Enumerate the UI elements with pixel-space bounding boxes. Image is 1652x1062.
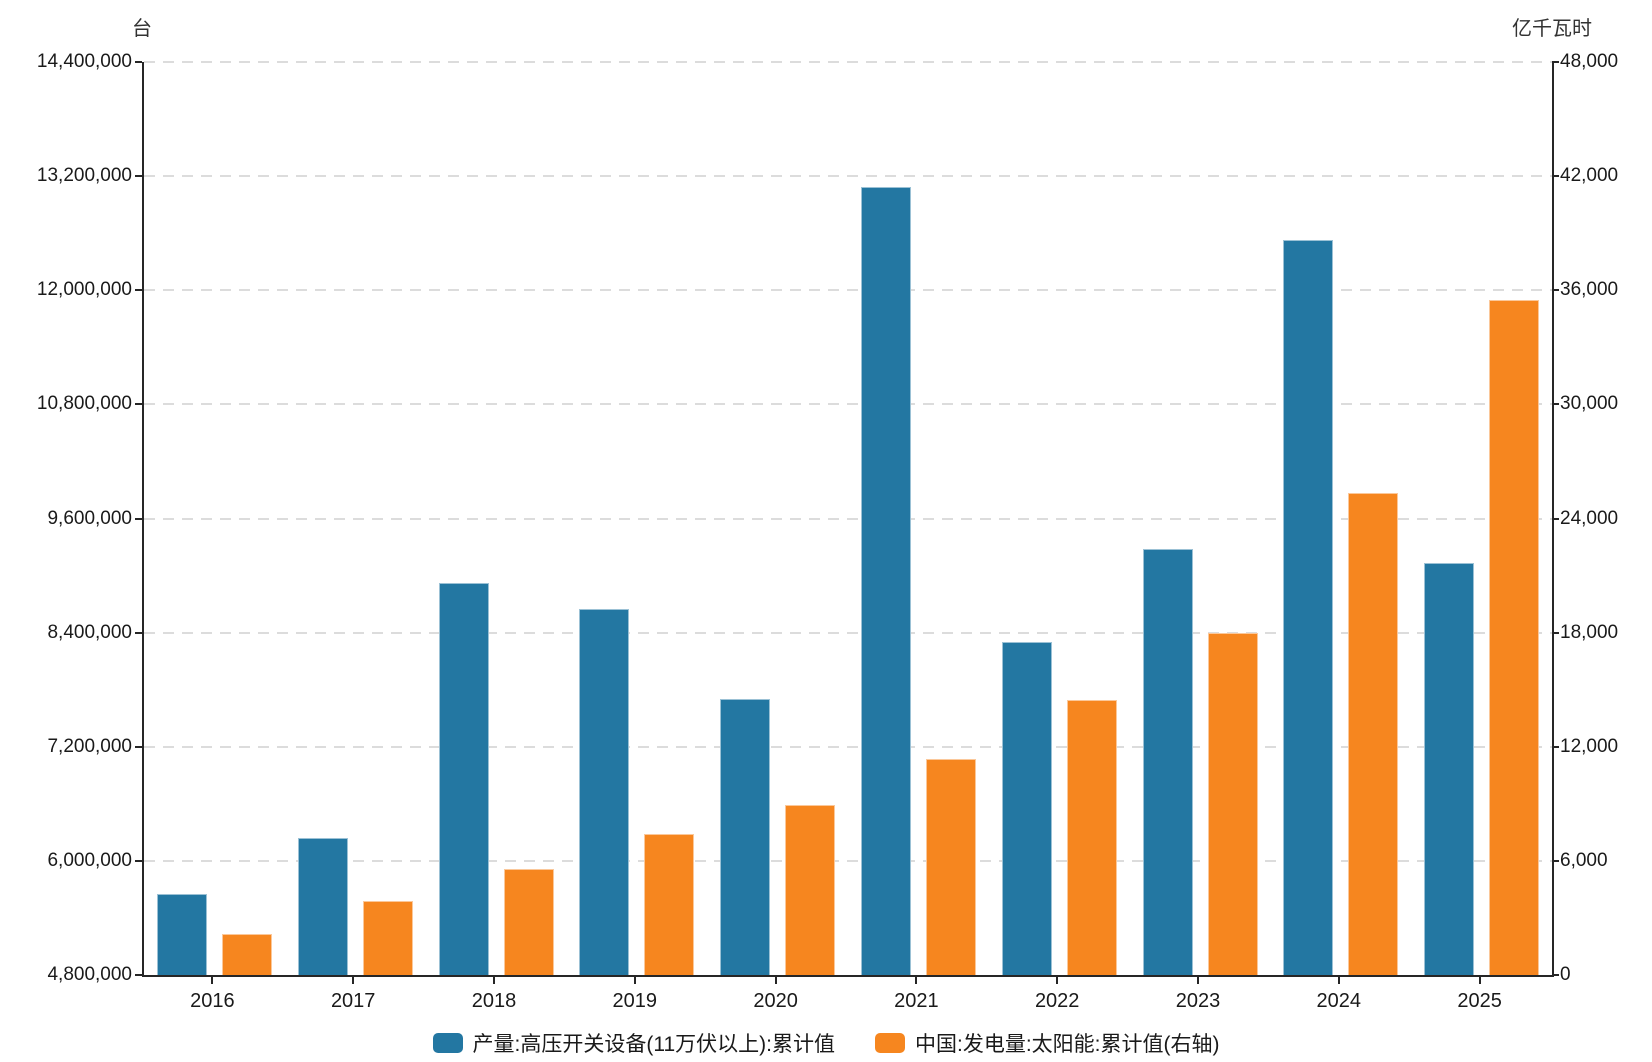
y-axis-label-right: 12,000 bbox=[1560, 735, 1619, 757]
x-axis-label: 2025 bbox=[1457, 990, 1502, 1012]
y-axis-tick-right bbox=[1552, 403, 1559, 406]
y-axis-tick-left bbox=[135, 61, 142, 63]
y-axis-tick-left bbox=[135, 974, 142, 976]
bar-left-2023[interactable] bbox=[1142, 549, 1193, 975]
y-axis-tick-left bbox=[135, 745, 142, 748]
y-axis-tick-left bbox=[135, 517, 142, 520]
bar-left-2025[interactable] bbox=[1424, 563, 1475, 975]
y-axis-tick-right bbox=[1552, 859, 1559, 862]
bar-left-2016[interactable] bbox=[156, 894, 207, 975]
y-axis-tick-right bbox=[1552, 745, 1559, 748]
x-axis-label: 2020 bbox=[753, 990, 798, 1012]
gridline bbox=[144, 859, 1552, 862]
y-axis-label-right: 6,000 bbox=[1560, 849, 1608, 871]
y-axis-tick-left bbox=[135, 289, 142, 292]
bar-left-2020[interactable] bbox=[720, 699, 771, 975]
y-axis-label-left: 7,200,000 bbox=[47, 735, 132, 757]
y-axis-tick-left bbox=[135, 631, 142, 634]
y-axis-tick-right bbox=[1552, 517, 1559, 520]
x-axis-tick bbox=[633, 975, 636, 984]
y-axis-label-right: 36,000 bbox=[1560, 279, 1619, 301]
gridline bbox=[144, 517, 1552, 520]
y-axis-label-right: 30,000 bbox=[1560, 393, 1619, 415]
bar-right-2024[interactable] bbox=[1348, 493, 1399, 975]
legend: 产量:高压开关设备(11万伏以上):累计值 中国:发电量:太阳能:累计值(右轴) bbox=[0, 1028, 1652, 1058]
bar-right-2017[interactable] bbox=[362, 901, 413, 975]
bar-left-2018[interactable] bbox=[438, 583, 489, 975]
right-axis-title: 亿千瓦时 bbox=[1512, 18, 1592, 40]
y-axis-label-left: 6,000,000 bbox=[47, 849, 132, 871]
y-axis-tick-right bbox=[1552, 631, 1559, 634]
gridline bbox=[144, 631, 1552, 634]
bar-left-2021[interactable] bbox=[860, 187, 911, 975]
y-axis-tick-left bbox=[135, 175, 142, 178]
legend-swatch bbox=[432, 1033, 463, 1053]
y-axis-label-right: 18,000 bbox=[1560, 621, 1619, 643]
x-axis-label: 2016 bbox=[190, 990, 235, 1012]
x-axis-label: 2023 bbox=[1175, 990, 1221, 1012]
y-axis-label-left: 10,800,000 bbox=[36, 393, 132, 415]
y-axis-label-right: 0 bbox=[1560, 964, 1571, 985]
bar-right-2025[interactable] bbox=[1489, 300, 1540, 975]
gridline bbox=[144, 61, 1552, 63]
y-axis-label-right: 48,000 bbox=[1560, 51, 1619, 72]
x-axis-tick bbox=[1056, 975, 1059, 984]
x-axis-tick bbox=[1478, 975, 1481, 984]
bar-left-2019[interactable] bbox=[579, 609, 630, 975]
legend-swatch bbox=[874, 1033, 905, 1053]
x-axis-label: 2022 bbox=[1034, 990, 1080, 1012]
bar-right-2018[interactable] bbox=[503, 869, 554, 975]
bar-right-2021[interactable] bbox=[925, 759, 976, 975]
bar-right-2020[interactable] bbox=[785, 805, 836, 975]
x-axis-tick bbox=[493, 975, 495, 984]
bar-right-2016[interactable] bbox=[221, 934, 272, 975]
y-axis-label-left: 14,400,000 bbox=[36, 51, 132, 72]
x-axis-tick bbox=[1337, 975, 1340, 984]
bar-left-2024[interactable] bbox=[1283, 240, 1334, 975]
bar-left-2017[interactable] bbox=[297, 838, 348, 975]
legend-label: 产量:高压开关设备(11万伏以上):累计值 bbox=[472, 1033, 835, 1056]
legend-item[interactable]: 中国:发电量:太阳能:累计值(右轴) bbox=[874, 1028, 1220, 1058]
y-axis-label-left: 12,000,000 bbox=[36, 279, 132, 301]
left-axis-title: 台 bbox=[132, 18, 152, 40]
gridline bbox=[144, 745, 1552, 748]
x-axis-tick bbox=[915, 975, 918, 984]
x-axis-label: 2019 bbox=[612, 990, 658, 1012]
x-axis-tick bbox=[352, 975, 355, 984]
plot-area bbox=[142, 61, 1554, 977]
x-axis-label: 2024 bbox=[1316, 990, 1362, 1012]
gridline bbox=[144, 403, 1552, 406]
bar-right-2022[interactable] bbox=[1066, 700, 1117, 975]
x-axis-tick bbox=[1197, 975, 1199, 984]
y-axis-label-right: 24,000 bbox=[1560, 507, 1619, 529]
y-axis-label-left: 8,400,000 bbox=[47, 621, 132, 643]
x-axis-tick bbox=[774, 975, 777, 984]
legend-item[interactable]: 产量:高压开关设备(11万伏以上):累计值 bbox=[432, 1028, 835, 1058]
y-axis-tick-right bbox=[1552, 974, 1559, 976]
x-axis-tick bbox=[211, 975, 214, 984]
y-axis-label-left: 13,200,000 bbox=[36, 165, 132, 187]
gridline bbox=[144, 175, 1552, 178]
gridline bbox=[144, 289, 1552, 292]
y-axis-label-right: 42,000 bbox=[1560, 165, 1619, 187]
y-axis-label-left: 4,800,000 bbox=[47, 964, 132, 985]
x-axis-label: 2018 bbox=[471, 990, 517, 1012]
y-axis-tick-right bbox=[1552, 175, 1559, 178]
y-axis-tick-left bbox=[135, 859, 142, 862]
bar-right-2019[interactable] bbox=[644, 834, 695, 975]
legend-label: 中国:发电量:太阳能:累计值(右轴) bbox=[914, 1033, 1220, 1056]
x-axis-label: 2021 bbox=[894, 990, 939, 1012]
bar-left-2022[interactable] bbox=[1001, 642, 1052, 975]
x-axis-label: 2017 bbox=[330, 990, 376, 1012]
y-axis-tick-right bbox=[1552, 289, 1559, 292]
y-axis-tick-right bbox=[1552, 61, 1559, 63]
y-axis-tick-left bbox=[135, 403, 142, 406]
y-axis-label-left: 9,600,000 bbox=[47, 507, 132, 529]
bar-right-2023[interactable] bbox=[1207, 633, 1258, 975]
